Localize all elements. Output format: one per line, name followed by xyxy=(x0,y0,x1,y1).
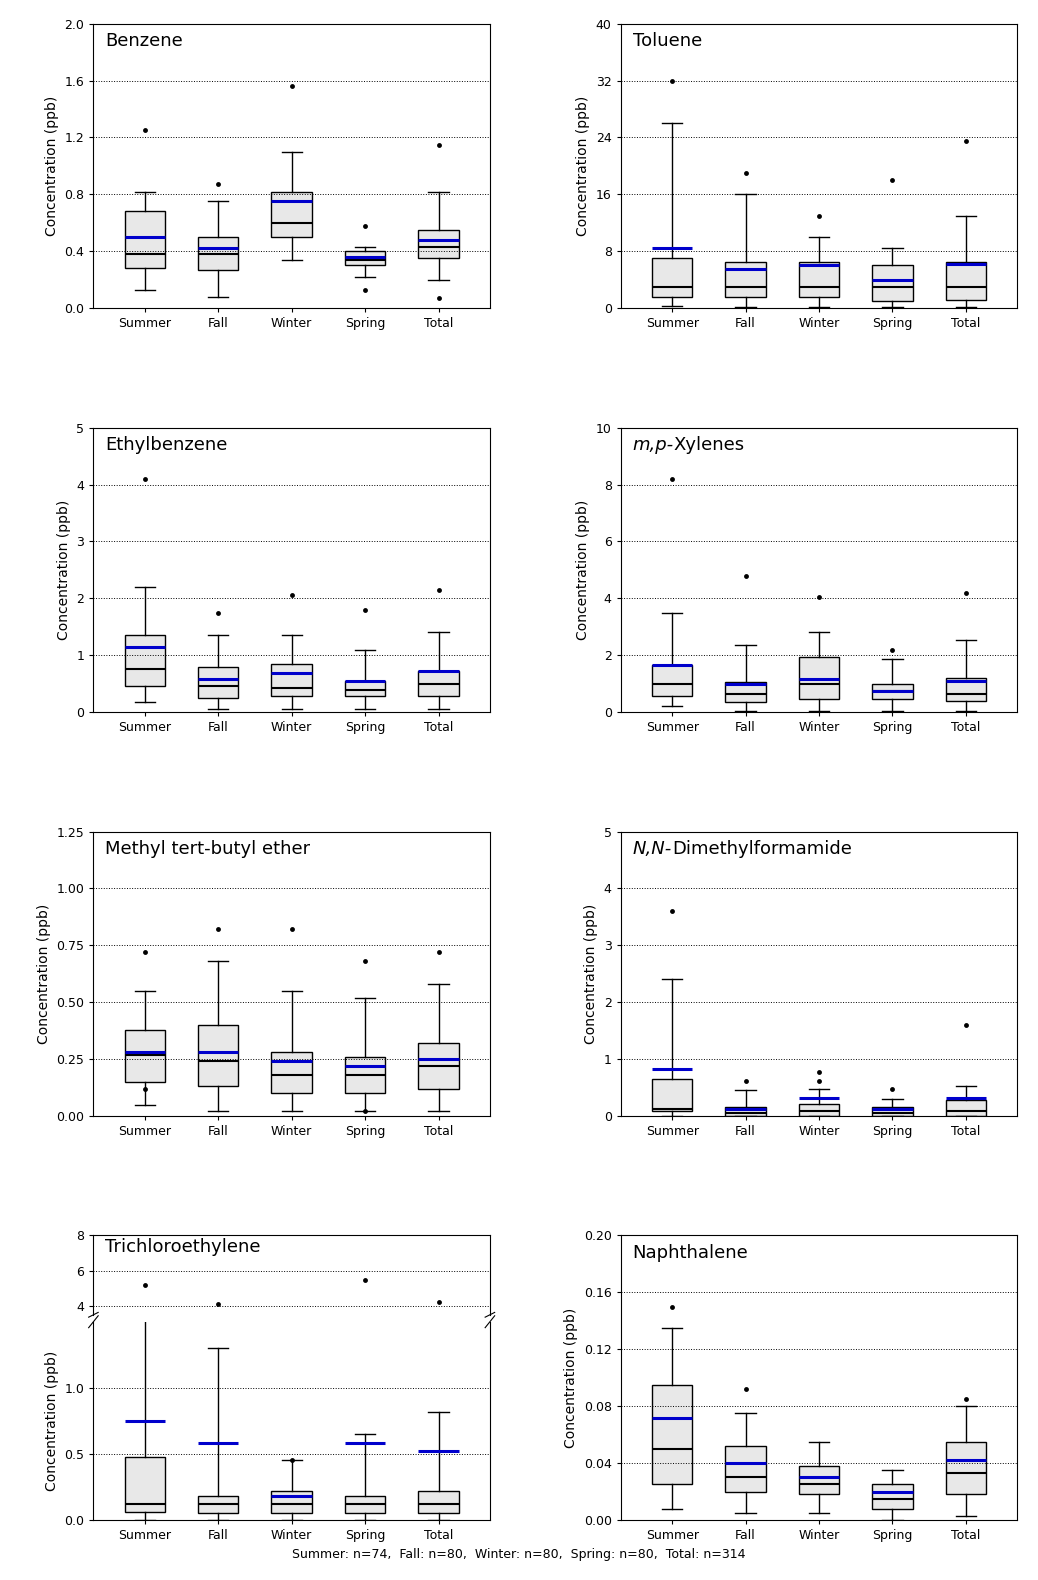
PathPatch shape xyxy=(272,191,311,237)
PathPatch shape xyxy=(198,237,239,270)
PathPatch shape xyxy=(652,665,692,697)
Text: N,N-: N,N- xyxy=(632,841,672,858)
PathPatch shape xyxy=(799,657,839,700)
PathPatch shape xyxy=(799,1103,839,1115)
Text: m,p-: m,p- xyxy=(632,436,674,453)
PathPatch shape xyxy=(345,1496,385,1514)
PathPatch shape xyxy=(345,1057,385,1093)
Text: Toluene: Toluene xyxy=(632,32,702,51)
PathPatch shape xyxy=(872,265,912,302)
PathPatch shape xyxy=(652,1079,692,1111)
PathPatch shape xyxy=(872,684,912,700)
PathPatch shape xyxy=(198,667,239,698)
Y-axis label: Concentration (ppb): Concentration (ppb) xyxy=(584,904,598,1044)
PathPatch shape xyxy=(418,672,459,697)
PathPatch shape xyxy=(946,678,986,702)
PathPatch shape xyxy=(272,664,311,697)
PathPatch shape xyxy=(872,1484,912,1509)
Y-axis label: Concentration (ppb): Concentration (ppb) xyxy=(36,904,51,1044)
Y-axis label: Concentration (ppb): Concentration (ppb) xyxy=(45,96,59,235)
Y-axis label: Concentration (ppb): Concentration (ppb) xyxy=(576,96,591,235)
PathPatch shape xyxy=(125,635,165,686)
PathPatch shape xyxy=(799,1466,839,1495)
PathPatch shape xyxy=(652,259,692,297)
PathPatch shape xyxy=(345,681,385,697)
PathPatch shape xyxy=(872,1108,912,1115)
PathPatch shape xyxy=(418,1492,459,1514)
PathPatch shape xyxy=(946,1441,986,1495)
PathPatch shape xyxy=(418,1043,459,1089)
Text: Xylenes: Xylenes xyxy=(674,436,745,453)
Text: Trichloroethylene: Trichloroethylene xyxy=(105,1237,261,1256)
Y-axis label: Concentration (ppb): Concentration (ppb) xyxy=(57,499,71,640)
PathPatch shape xyxy=(726,262,766,297)
Y-axis label: Concentration (ppb): Concentration (ppb) xyxy=(45,1351,59,1492)
PathPatch shape xyxy=(946,1100,986,1115)
PathPatch shape xyxy=(272,1373,311,1376)
PathPatch shape xyxy=(198,1025,239,1087)
PathPatch shape xyxy=(272,1052,311,1093)
PathPatch shape xyxy=(418,1373,459,1376)
PathPatch shape xyxy=(946,262,986,300)
Text: Ethylbenzene: Ethylbenzene xyxy=(105,436,227,453)
PathPatch shape xyxy=(726,1446,766,1492)
Text: Dimethylformamide: Dimethylformamide xyxy=(672,841,852,858)
Text: Benzene: Benzene xyxy=(105,32,183,51)
Y-axis label: Concentration (ppb): Concentration (ppb) xyxy=(565,1308,578,1447)
Text: Summer: n=74,  Fall: n=80,  Winter: n=80,  Spring: n=80,  Total: n=314: Summer: n=74, Fall: n=80, Winter: n=80, … xyxy=(293,1548,745,1561)
PathPatch shape xyxy=(125,212,165,269)
Y-axis label: Concentration (ppb): Concentration (ppb) xyxy=(576,499,591,640)
PathPatch shape xyxy=(125,1030,165,1082)
PathPatch shape xyxy=(198,1373,239,1376)
PathPatch shape xyxy=(726,1108,766,1115)
PathPatch shape xyxy=(198,1496,239,1514)
PathPatch shape xyxy=(345,1373,385,1376)
PathPatch shape xyxy=(272,1492,311,1514)
PathPatch shape xyxy=(418,231,459,259)
PathPatch shape xyxy=(726,683,766,702)
Text: Naphthalene: Naphthalene xyxy=(632,1243,748,1262)
PathPatch shape xyxy=(125,1368,165,1376)
Text: Methyl tert-butyl ether: Methyl tert-butyl ether xyxy=(105,841,310,858)
PathPatch shape xyxy=(799,262,839,297)
PathPatch shape xyxy=(345,251,385,265)
PathPatch shape xyxy=(652,1384,692,1484)
PathPatch shape xyxy=(125,1457,165,1512)
